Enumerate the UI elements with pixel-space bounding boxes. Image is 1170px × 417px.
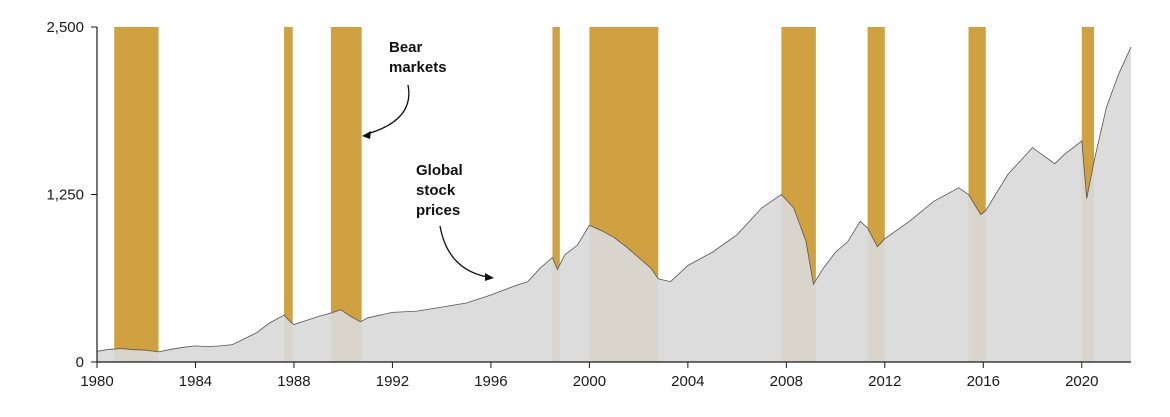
annotation-global-stock-prices-line-2: stock	[416, 182, 456, 199]
price-line	[96, 46, 1132, 353]
x-axis-ticks: 1980 1984 1988 1992 1996 2000 2004 2008 2012 2016…	[80, 362, 1098, 390]
y-tick-label-1250: 1,250	[46, 187, 84, 204]
x-tick-label-1996: 1996	[474, 373, 507, 390]
annotation-global-stock-prices-line-1: Global	[416, 162, 463, 179]
x-tick-label-1988: 1988	[277, 373, 310, 390]
arrow-head-global-stock-prices	[485, 273, 494, 281]
x-tick-label-1984: 1984	[179, 373, 212, 390]
y-tick-label-2500: 2,500	[46, 19, 84, 36]
annotation-bear-markets-line-2: markets	[389, 59, 447, 76]
x-tick-label-2016: 2016	[967, 373, 1000, 390]
bear-market-band-4	[552, 27, 560, 362]
annotation-global-stock-prices-line-3: prices	[416, 202, 460, 219]
bear-market-band-2	[284, 27, 293, 362]
x-tick-label-2008: 2008	[770, 373, 803, 390]
x-tick-label-2000: 2000	[573, 373, 606, 390]
x-tick-label-1980: 1980	[80, 373, 113, 390]
bear-market-band-1	[114, 27, 159, 362]
y-axis-ticks: 0 1,250 2,500	[46, 19, 97, 371]
arrow-bear-markets	[366, 84, 410, 135]
y-tick-label-0: 0	[76, 354, 84, 371]
bear-market-band-3	[330, 27, 362, 362]
annotation-bear-markets-line-1: Bear	[389, 39, 423, 56]
arrow-global-stock-prices	[439, 225, 489, 278]
price-area-series	[96, 46, 1132, 362]
price-area	[97, 47, 1131, 362]
x-tick-label-1992: 1992	[376, 373, 409, 390]
x-tick-label-2004: 2004	[671, 373, 704, 390]
arrow-head-bear-markets	[362, 131, 371, 139]
x-tick-label-2012: 2012	[868, 373, 901, 390]
annotations: Bear markets Global stock prices	[362, 39, 494, 281]
x-tick-label-2020: 2020	[1065, 373, 1098, 390]
